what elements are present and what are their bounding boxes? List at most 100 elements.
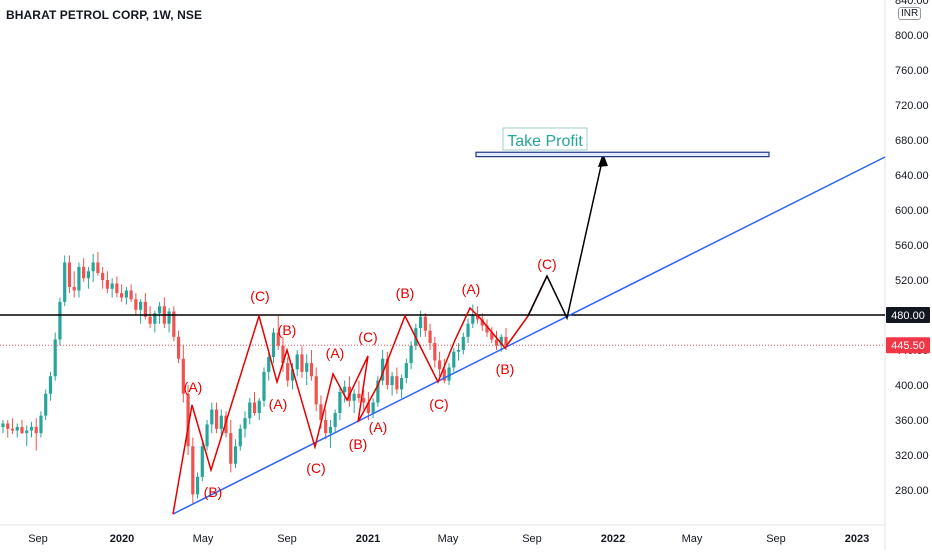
y-tick-label: 680.00 [895,135,929,147]
candle-body [423,316,427,331]
candle-body [390,376,394,385]
candle-body [404,363,408,378]
candle-body [433,343,437,361]
candle-body [362,398,366,403]
candle-body [371,402,375,413]
candle-body [115,283,119,294]
projection-arrowhead [598,153,608,167]
candle-body [229,433,233,464]
candle-body [48,376,53,394]
candle-body [176,336,181,359]
candle-body [300,354,304,372]
candle-body [499,336,503,346]
trend-line [172,156,886,515]
candle-body [77,266,81,291]
candle-body [475,315,480,320]
candle-body [191,446,195,495]
y-tick-label: 280.00 [895,485,929,497]
candle-body [418,316,423,329]
y-tick-label: 320.00 [895,450,929,462]
candle-body [139,301,143,310]
candle-body [167,311,171,324]
candle-body [480,319,484,326]
y-tick-label: 520.00 [895,275,929,287]
candle-body [456,350,461,352]
time-axis[interactable]: Sep 2020 May Sep 2021 May Sep 2022 May Sep 2023 [28,533,869,545]
candle-body [485,325,489,333]
wave-label: (C) [429,396,448,412]
price-label: 445.50 [891,340,925,352]
candle-body [210,409,214,425]
drawings: Take Profit(A)(B)(C)(B)(A)(C)(A)(C)(B)(A… [0,127,886,515]
take-profit-label: Take Profit [507,133,583,150]
candle-body [120,293,124,298]
y-tick-label: 600.00 [895,205,929,217]
candle-body [267,357,271,372]
x-tick-label: Sep [28,533,48,545]
candle-body [63,262,67,302]
candle-body [305,363,309,372]
y-tick-label: 560.00 [895,240,929,252]
take-profit-label-box [502,127,588,151]
candle-body [39,415,43,434]
candle-body [262,371,266,401]
y-tick-label: 400.00 [895,380,929,392]
x-tick-label: Sep [766,533,786,545]
x-tick-label: May [682,533,703,545]
candle-body [466,323,470,337]
x-tick-label: 2022 [601,533,625,545]
x-tick-label: Sep [522,533,542,545]
wave-label: (A) [184,379,203,395]
candle-body [34,427,38,434]
candle-body [124,290,128,298]
candle-body [134,299,138,310]
symbol-title: BHARAT PETROL CORP, 1W, NSE [6,8,203,22]
candle-body [238,428,242,447]
candle-body [44,393,48,416]
candle-body [328,427,333,434]
wave-label: (A) [326,345,345,361]
candle-body [319,404,323,420]
candle-body [15,427,19,431]
candle-body [343,386,347,392]
candle-body [271,332,276,357]
candle-body [186,393,190,447]
candle-body [437,360,442,370]
wave-label: (B) [349,436,368,452]
candle-body [286,363,290,381]
price-axis[interactable]: 840.00 800.00 760.00 720.00 680.00 640.00 600.… [886,0,930,497]
candle-body [20,427,24,434]
candle-body [143,301,147,317]
candle-body [110,283,114,289]
x-tick-label: Sep [277,533,297,545]
candle-body [461,336,465,350]
currency-badge[interactable]: INR [898,7,922,20]
candle-body [395,376,399,390]
wave-label: (C) [358,329,377,345]
candle-body [86,271,91,279]
y-tick-label: 840.00 [895,0,929,7]
candle-body [96,262,100,273]
y-tick-label: 800.00 [895,30,929,42]
candle-body [200,446,204,477]
candle-body [442,369,446,381]
candle-body [157,306,162,314]
candle-body [352,393,356,401]
candle-body [314,376,318,405]
candle-body [72,287,76,291]
candle-body [53,339,57,377]
price-label: 480.00 [891,310,925,322]
candle-body [324,420,328,434]
candle-body [276,332,280,346]
take-profit-box [475,151,770,158]
wave-label: (C) [537,256,556,272]
wave-path [172,306,529,515]
candle-body [252,402,257,413]
candle-body [29,427,34,431]
candle-body [129,290,133,300]
price-label-bg [886,337,930,354]
wave-label: (B) [278,322,297,338]
candle-body [1,423,5,427]
